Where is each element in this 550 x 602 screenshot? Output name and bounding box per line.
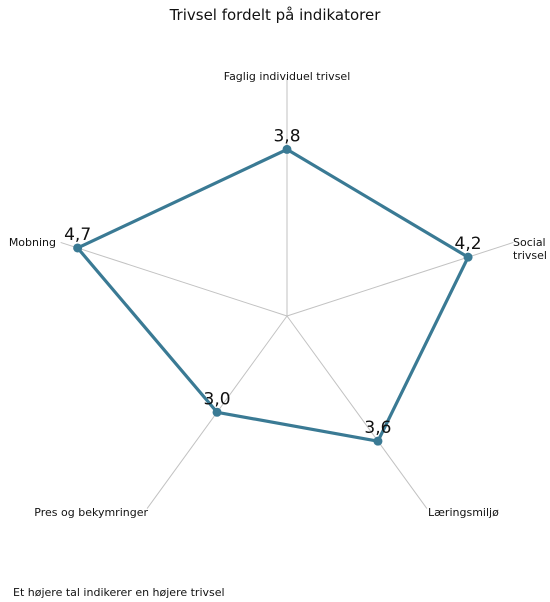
value-label-3: 3,0 [204,389,231,409]
radar-series [73,144,473,446]
value-label-1: 4,2 [455,234,482,254]
category-label-1: Social trivsel [513,236,547,262]
axis-line-4 [60,241,288,317]
axis-line-2 [286,315,428,509]
data-point-1 [463,252,473,262]
category-label-2: Læringsmiljø [428,506,499,519]
category-label-3: Pres og bekymringer [34,506,148,519]
radar-labels: Faglig individuel trivsel Social trivsel Læ… [9,70,547,519]
series-line-0 [76,147,470,443]
category-label-0: Faglig individuel trivsel [224,70,351,83]
chart-title: Trivsel fordelt på indikatorer [169,6,381,24]
category-label-4: Mobning [9,236,56,249]
value-label-0: 3,8 [273,126,300,146]
data-point-2 [373,436,383,446]
data-point-3 [212,407,222,417]
data-point-4 [73,243,83,253]
value-label-2: 3,6 [364,418,391,438]
data-point-0 [282,144,292,154]
axis-line-1 [286,241,514,317]
value-label-4: 4,7 [64,225,91,245]
chart-footnote: Et højere tal indikerer en højere trivse… [13,586,225,599]
